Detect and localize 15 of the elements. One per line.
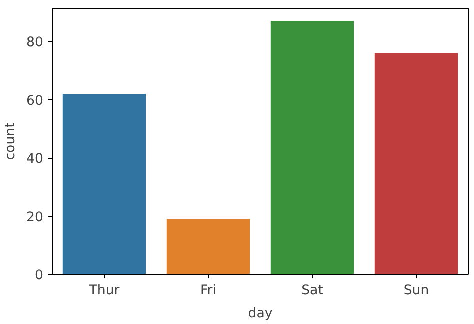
y-tick-label: 60 [26, 94, 44, 109]
x-tick-label: Thur [88, 284, 120, 298]
y-tick-label: 20 [26, 210, 44, 226]
bar [166, 219, 250, 274]
bar [374, 53, 458, 274]
x-axis-title: day [248, 306, 273, 322]
bar [270, 21, 354, 274]
bar [62, 94, 146, 274]
y-tick-label: 0 [35, 268, 44, 284]
x-tick-label: Fri [200, 284, 216, 298]
x-tick-label: Sun [404, 284, 430, 298]
y-axis-title: count [4, 122, 19, 160]
y-tick-label: 40 [26, 152, 44, 168]
x-tick-label: Sat [302, 284, 324, 298]
y-tick-label: 80 [26, 36, 44, 51]
